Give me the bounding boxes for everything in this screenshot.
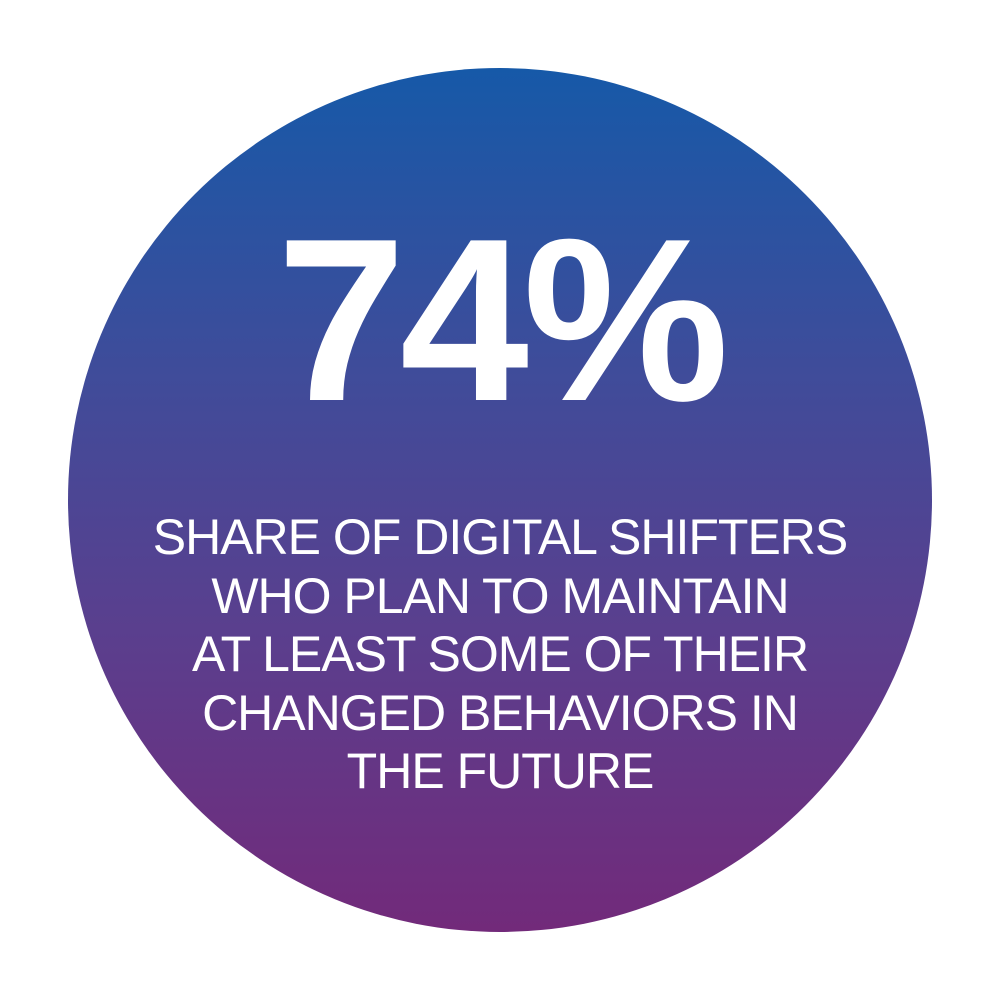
caption-line: AT LEAST SOME OF THEIR (191, 626, 809, 682)
stat-circle (68, 68, 932, 932)
caption-line: SHARE OF DIGITAL SHIFTERS (152, 509, 849, 565)
caption-line: WHO PLAN TO MAINTAIN (211, 567, 789, 624)
caption-line: CHANGED BEHAVIORS IN (202, 684, 799, 741)
caption-line: THE FUTURE (346, 743, 655, 799)
stat-caption: SHARE OF DIGITAL SHIFTERS WHO PLAN TO MA… (0, 508, 1000, 801)
stat-value: 74% (276, 191, 729, 450)
